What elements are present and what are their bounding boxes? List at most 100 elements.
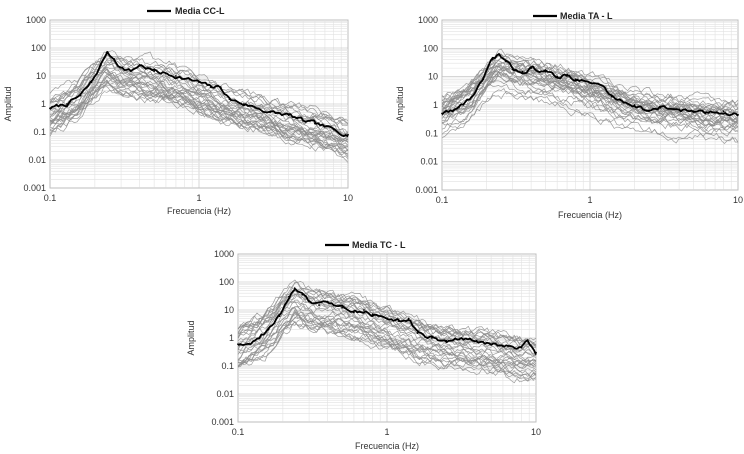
mean-line — [49, 51, 349, 138]
mean-data-point — [619, 99, 622, 101]
x-tick-label: 1 — [196, 193, 201, 203]
mean-data-point — [511, 68, 514, 71]
mean-data-point — [491, 58, 494, 61]
mean-data-point — [113, 58, 116, 61]
record-line — [441, 62, 739, 115]
y-tick-label: 1000 — [214, 249, 234, 259]
record-line — [49, 64, 349, 135]
mean-data-point — [237, 343, 239, 346]
mean-data-point — [130, 70, 132, 72]
mean-data-point — [120, 66, 122, 69]
y-axis-label: Amplitud — [3, 86, 13, 121]
y-tick-label: 0.1 — [33, 127, 46, 137]
x-tick-label: 10 — [343, 193, 353, 203]
y-tick-label: 0.001 — [211, 417, 234, 427]
mean-data-point — [341, 306, 344, 309]
mean-data-point — [363, 309, 365, 311]
mean-data-point — [353, 311, 355, 314]
record-line — [49, 84, 349, 148]
y-tick-label: 0.01 — [28, 155, 46, 165]
mean-data-point — [457, 338, 459, 341]
record-line — [441, 52, 739, 113]
mean-data-point — [610, 95, 613, 98]
mean-data-point — [90, 81, 93, 84]
mean-data-point — [566, 73, 568, 76]
record-line — [441, 83, 739, 137]
mean-data-point — [269, 111, 271, 114]
y-axis-label: Amplitud — [395, 86, 405, 121]
y-tick-label: 10 — [224, 305, 234, 315]
mean-data-point — [288, 295, 290, 298]
record-line — [49, 76, 349, 143]
y-tick-label: 1000 — [418, 15, 438, 25]
mean-data-point — [471, 95, 474, 98]
mean-data-point — [457, 106, 460, 109]
mean-data-point — [475, 339, 478, 342]
record-line — [237, 281, 537, 346]
mean-data-point — [504, 60, 507, 63]
mean-data-point — [79, 94, 82, 97]
mean-data-point — [371, 313, 374, 316]
record-line — [49, 82, 348, 154]
y-tick-label: 1000 — [26, 15, 46, 25]
mean-data-point — [659, 106, 662, 109]
x-tick-label: 1 — [384, 427, 389, 437]
x-tick-label: 10 — [733, 195, 743, 205]
mean-data-point — [445, 339, 448, 342]
mean-data-point — [49, 107, 51, 110]
x-axis-label: Frecuencia (Hz) — [355, 441, 419, 451]
mean-data-point — [100, 63, 102, 66]
y-tick-label: 10 — [428, 72, 438, 82]
record-line — [441, 88, 739, 144]
y-tick-label: 0.1 — [425, 128, 438, 138]
x-tick-label: 0.1 — [44, 193, 57, 203]
mean-data-point — [704, 112, 707, 115]
mean-data-point — [228, 98, 231, 100]
mean-data-point — [302, 119, 305, 122]
mean-data-point — [165, 72, 167, 75]
mean-data-point — [678, 108, 681, 111]
y-tick-label: 1 — [229, 333, 234, 343]
mean-data-point — [520, 346, 523, 349]
legend-label: Media TC - L — [352, 240, 406, 250]
mean-data-point — [257, 107, 260, 110]
mean-data-point — [556, 75, 559, 78]
mean-data-point — [397, 320, 400, 323]
record-line — [49, 57, 349, 125]
mean-data-point — [430, 337, 433, 339]
x-tick-label: 0.1 — [232, 427, 245, 437]
mean-data-point — [219, 86, 222, 89]
y-axis-label: Amplitud — [186, 320, 196, 355]
mean-data-point — [722, 110, 725, 113]
x-axis-label: Frecuencia (Hz) — [167, 206, 231, 216]
x-axis-label: Frecuencia (Hz) — [558, 210, 622, 220]
mean-data-point — [198, 81, 200, 84]
mean-data-point — [416, 332, 419, 334]
gridlines — [49, 20, 348, 189]
mean-data-point — [254, 339, 256, 342]
y-tick-label: 100 — [219, 277, 234, 287]
mean-data-point — [737, 113, 739, 116]
mean-data-point — [326, 300, 329, 303]
mean-data-point — [633, 104, 636, 106]
mean-data-point — [242, 103, 245, 105]
mean-data-point — [535, 351, 537, 354]
record-line — [441, 71, 739, 122]
record-line — [237, 319, 537, 381]
axis-ticks: 0.1 1 10 0.001 0.01 0.1 1 10 100 1000 — [23, 15, 353, 203]
mean-data-point — [138, 63, 141, 66]
axis-ticks: 0.1 1 10 0.001 0.01 0.1 1 10 100 1000 — [415, 15, 743, 205]
y-tick-label: 1 — [433, 100, 438, 110]
record-line — [441, 69, 739, 126]
mean-data-point — [347, 133, 349, 136]
mean-data-point — [183, 77, 186, 80]
record-line — [237, 303, 537, 368]
mean-data-point — [502, 345, 504, 348]
mean-data-point — [301, 293, 304, 296]
record-line — [441, 60, 739, 127]
mean-data-point — [278, 315, 281, 318]
mean-data-point — [386, 317, 388, 320]
record-line — [49, 68, 349, 142]
record-line — [441, 65, 739, 123]
